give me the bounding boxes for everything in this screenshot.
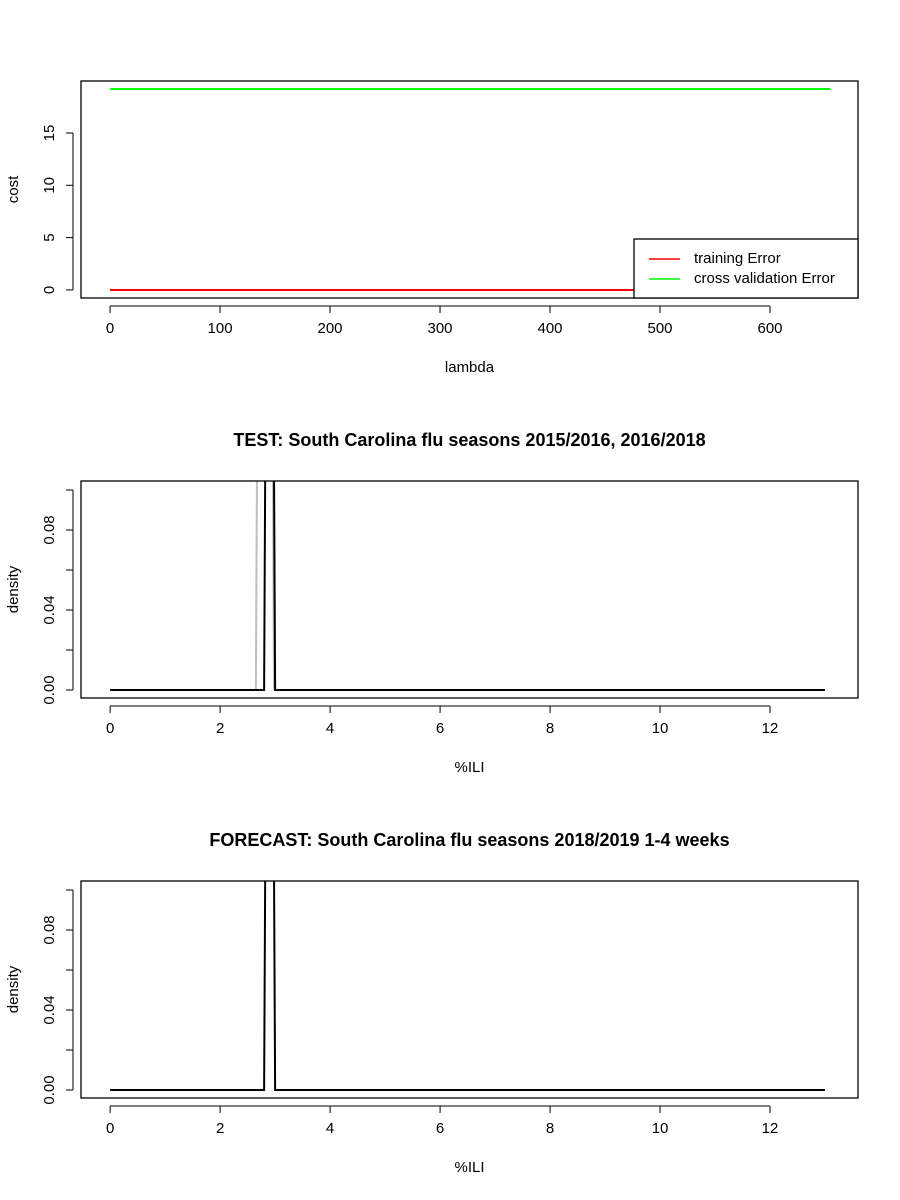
y-tick-label: 10 — [41, 177, 58, 194]
x-axis-label: %ILI — [454, 759, 484, 776]
series-line — [254, 481, 276, 691]
x-tick-label: 0 — [106, 320, 114, 337]
x-tick-label: 12 — [762, 720, 779, 737]
x-tick-label: 2 — [216, 1120, 224, 1137]
chart-title: FORECAST: South Carolina flu seasons 201… — [209, 830, 729, 850]
chart: TEST: South Carolina flu seasons 2015/20… — [5, 430, 859, 776]
y-axis-label: density — [5, 565, 22, 613]
series-line — [110, 481, 826, 691]
legend-label: cross validation Error — [694, 270, 835, 287]
plot-frame — [80, 880, 859, 1099]
y-tick-label: 15 — [41, 125, 58, 142]
x-tick-label: 600 — [757, 320, 782, 337]
y-tick-label: 0.00 — [41, 1075, 58, 1104]
x-tick-label: 10 — [652, 1120, 669, 1137]
x-tick-label: 200 — [318, 320, 343, 337]
x-tick-label: 12 — [762, 1120, 779, 1137]
x-tick-label: 8 — [546, 1120, 554, 1137]
chart: lambda cost 0 100 200 300 400 500 600 0 5 10 15 train… — [5, 80, 859, 376]
x-tick-label: 10 — [652, 720, 669, 737]
y-axis-label: cost — [5, 175, 22, 203]
y-tick-label: 0.08 — [41, 515, 58, 544]
series-line — [110, 881, 826, 1091]
x-axis-label: %ILI — [454, 1159, 484, 1176]
x-tick-label: 2 — [216, 720, 224, 737]
chart-title: TEST: South Carolina flu seasons 2015/20… — [233, 430, 705, 450]
y-tick-label: 0 — [41, 286, 58, 294]
x-tick-label: 6 — [436, 1120, 444, 1137]
legend-box — [633, 238, 859, 299]
x-axis-label: lambda — [445, 359, 495, 376]
x-tick-label: 300 — [428, 320, 453, 337]
y-tick-label: 5 — [41, 233, 58, 241]
x-tick-label: 8 — [546, 720, 554, 737]
y-tick-label: 0.04 — [41, 595, 58, 624]
x-tick-label: 4 — [326, 1120, 334, 1137]
x-tick-label: 4 — [326, 720, 334, 737]
chart: FORECAST: South Carolina flu seasons 201… — [5, 830, 859, 1176]
legend-label: training Error — [694, 250, 781, 267]
x-tick-label: 6 — [436, 720, 444, 737]
y-tick-label: 0.04 — [41, 995, 58, 1024]
x-tick-label: 0 — [106, 1120, 114, 1137]
plot-frame — [80, 480, 859, 699]
y-axis-label: density — [5, 965, 22, 1013]
x-tick-label: 500 — [647, 320, 672, 337]
x-tick-label: 0 — [106, 720, 114, 737]
x-tick-label: 100 — [208, 320, 233, 337]
y-tick-label: 0.00 — [41, 675, 58, 704]
y-tick-label: 0.08 — [41, 915, 58, 944]
x-tick-label: 400 — [538, 320, 563, 337]
plot-frame — [80, 80, 859, 299]
